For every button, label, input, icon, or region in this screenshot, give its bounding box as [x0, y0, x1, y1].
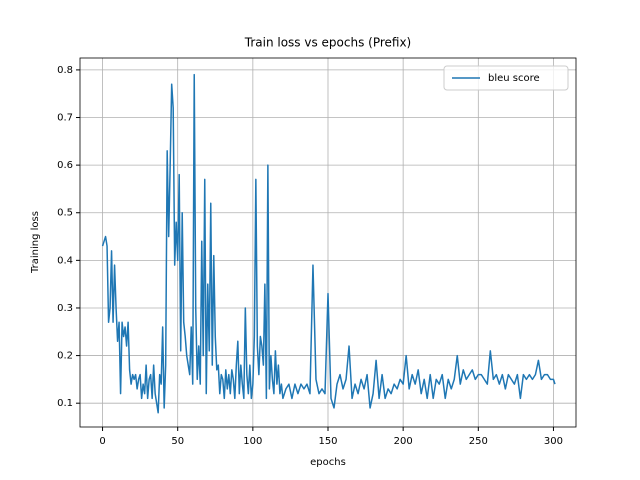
y-tick-label: 0.2	[57, 351, 73, 362]
x-tick-label: 250	[469, 436, 488, 447]
data-line	[101, 73, 556, 414]
chart-title: Train loss vs epochs (Prefix)	[244, 36, 411, 50]
x-axis-label: epochs	[310, 457, 346, 468]
y-tick-label: 0.3	[57, 303, 73, 314]
y-tick-label: 0.4	[57, 255, 73, 266]
x-tick-label: 150	[318, 436, 337, 447]
y-axis-label: Training loss	[30, 211, 41, 274]
legend-box	[443, 65, 569, 91]
x-tick-label: 300	[544, 436, 563, 447]
y-tick-label: 0.5	[57, 208, 73, 219]
x-tick-label: 100	[243, 436, 262, 447]
plot-frame	[79, 57, 577, 428]
y-tick-label: 0.6	[57, 160, 73, 171]
legend-label: bleu score	[488, 73, 540, 84]
y-tick-label: 0.7	[57, 113, 73, 124]
x-tick-label: 0	[99, 436, 105, 447]
y-tick-label: 0.8	[57, 65, 73, 76]
y-tick-label: 0.1	[57, 398, 73, 409]
x-tick-label: 200	[394, 436, 413, 447]
x-tick-label: 50	[171, 436, 184, 447]
